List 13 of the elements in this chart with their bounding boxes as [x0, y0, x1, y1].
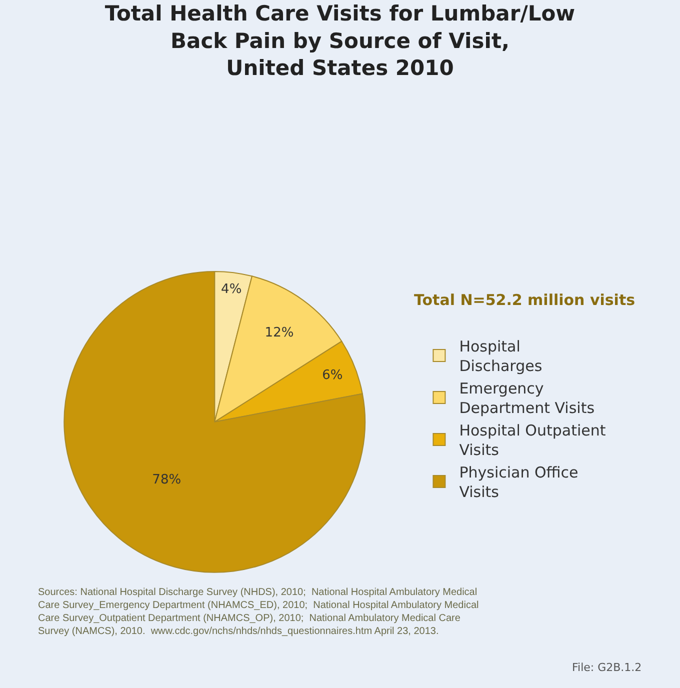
data-label: 78%	[152, 472, 182, 488]
data-label: 12%	[264, 325, 294, 340]
data-label: 6%	[322, 368, 343, 383]
data-label: 4%	[221, 282, 242, 297]
text: Total N=52.2 million visits	[414, 291, 636, 309]
text: File: G2B.1.2	[572, 661, 642, 674]
pie-slice	[64, 270, 366, 573]
legend-label: Physician Office Visits	[459, 464, 578, 502]
legend-label: Hospital Discharges	[459, 338, 542, 376]
source-note: Sources: National Hospital Discharge Survey (NHDS), 2010; National Hospital Ambulatory Medical Care Survey_Emergency Department (NHAMCS_ED), 2010; National Hospital Ambulatory Medical Care Survey_Outpatient Department (NHAMCS_OP), 2010; National Ambulatory Medical Care Survey (NAMCS), 2010. www.cdc.gov/nchs/nhds/nhds_questionnaires.htm April 23, 2013.	[38, 587, 479, 637]
legend-label: Emergency Department Visits	[459, 380, 595, 418]
chart-title: Total Health Care Visits for Lumbar/Low Back Pain by Source of Visit, United States 2010	[104, 2, 576, 80]
legend-label: Hospital Outpatient Visits	[459, 422, 606, 460]
